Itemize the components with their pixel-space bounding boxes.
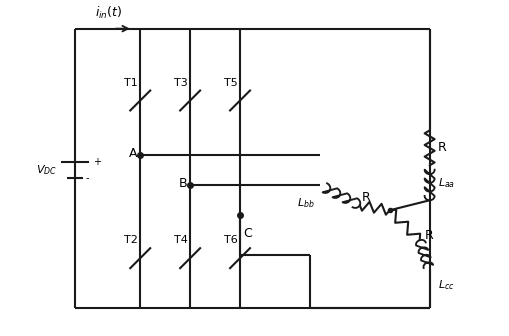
Text: T1: T1 <box>124 78 138 87</box>
Text: $L_{bb}$: $L_{bb}$ <box>297 196 314 210</box>
Text: R: R <box>361 191 370 204</box>
Text: $L_{aa}$: $L_{aa}$ <box>437 176 454 190</box>
Text: T6: T6 <box>224 235 238 245</box>
Text: T5: T5 <box>224 78 238 87</box>
Text: +: + <box>93 157 101 167</box>
Text: R: R <box>424 229 433 242</box>
Text: A: A <box>128 147 137 160</box>
Text: T4: T4 <box>174 235 188 245</box>
Text: R: R <box>437 141 445 155</box>
Text: $i_{in}(t)$: $i_{in}(t)$ <box>95 5 123 20</box>
Text: B: B <box>178 177 187 190</box>
Text: C: C <box>243 227 251 240</box>
Text: -: - <box>85 173 89 183</box>
Text: $V_{DC}$: $V_{DC}$ <box>36 163 58 177</box>
Text: T3: T3 <box>174 78 188 87</box>
Text: T2: T2 <box>124 235 138 245</box>
Text: $L_{cc}$: $L_{cc}$ <box>437 278 454 292</box>
